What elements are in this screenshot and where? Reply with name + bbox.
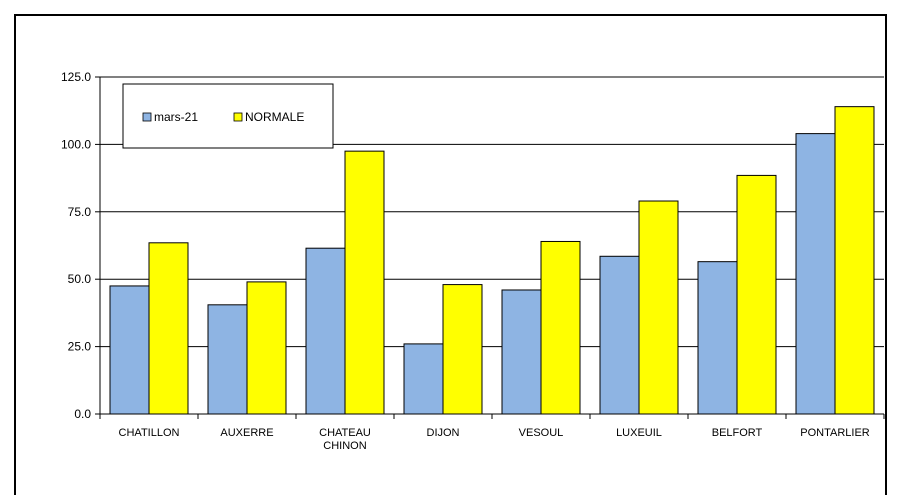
x-tick-label: LUXEUIL — [616, 427, 662, 439]
axes — [99, 77, 884, 415]
bar-mars-21-1 — [207, 304, 248, 415]
bar-normale-5 — [638, 200, 679, 415]
bar-mars-21-7 — [795, 133, 836, 415]
legend-swatch-normale — [233, 112, 243, 122]
bar-mars-21-6 — [697, 261, 738, 415]
y-tick-labels: 0.0 25.0 50.0 75.0 100.0 125.0 — [61, 70, 91, 421]
x-tick-label: CHATILLON — [119, 427, 180, 439]
bar-normale-2 — [344, 150, 385, 415]
bar-mars-21-0 — [109, 285, 150, 415]
bar-normale-7 — [834, 106, 875, 415]
y-tick-label: 50.0 — [68, 272, 92, 286]
bars — [109, 106, 875, 415]
legend-swatch-mars-21 — [142, 112, 152, 122]
bar-mars-21-5 — [599, 255, 640, 415]
bar-normale-1 — [246, 281, 287, 415]
x-tick-label: AUXERRE — [220, 427, 273, 439]
legend-label-normale: NORMALE — [245, 110, 304, 124]
x-tick-label: PONTARLIER — [800, 427, 870, 439]
x-tick-label: DIJON — [427, 427, 460, 439]
bar-mars-21-4 — [501, 289, 542, 415]
legend-label-mars-21: mars-21 — [154, 110, 198, 124]
legend-box — [122, 83, 334, 149]
x-tick-label: BELFORT — [712, 427, 763, 439]
bar-normale-6 — [736, 174, 777, 415]
bar-normale-4 — [540, 240, 581, 415]
y-tick-label: 100.0 — [61, 137, 91, 151]
y-tick-label: 25.0 — [68, 340, 92, 354]
x-tick-label: CHATEAU — [319, 427, 371, 439]
y-tick-label: 125.0 — [61, 70, 91, 84]
legend: mars-21 NORMALE — [122, 83, 334, 149]
bar-mars-21-3 — [403, 343, 444, 415]
bar-normale-3 — [442, 284, 483, 415]
chart-frame — [14, 14, 887, 495]
bar-normale-0 — [148, 242, 189, 415]
x-tick-label: VESOUL — [519, 427, 564, 439]
y-tick-label: 0.0 — [74, 407, 91, 421]
x-tick-label: CHINON — [323, 440, 366, 452]
y-tick-label: 75.0 — [68, 205, 92, 219]
bar-mars-21-2 — [305, 247, 346, 415]
